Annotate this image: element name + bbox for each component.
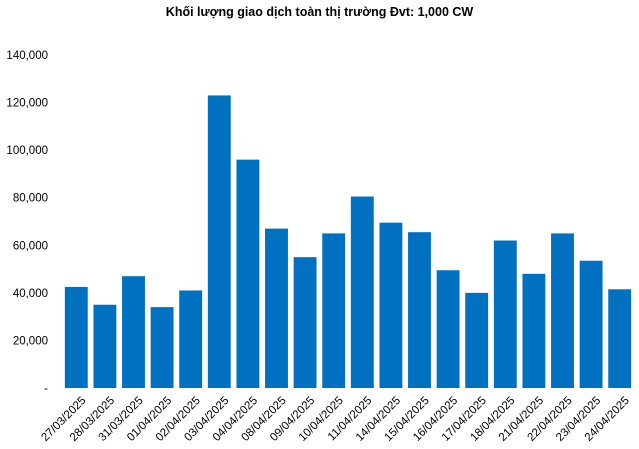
bar (122, 276, 145, 388)
bar (350, 196, 374, 388)
y-tick-label: - (44, 383, 48, 395)
bar (579, 260, 603, 388)
bar (293, 257, 317, 388)
bar (150, 307, 174, 388)
y-axis-ticks: - 20,000 40,000 60,000 80,000 100,000 120,000 1… (6, 50, 48, 395)
bar-series (64, 95, 632, 388)
y-tick-label: 80,000 (13, 193, 48, 205)
bar (93, 304, 117, 388)
bar (465, 292, 489, 388)
bar (322, 233, 346, 388)
bar (379, 222, 403, 388)
bar (551, 233, 574, 388)
x-axis-ticks: 27/03/202528/03/202531/03/202501/04/2025… (39, 395, 632, 444)
bar (236, 159, 260, 388)
bar (265, 228, 288, 388)
y-tick-label: 120,000 (6, 98, 48, 110)
bar (179, 290, 203, 388)
y-tick-label: 140,000 (6, 50, 48, 62)
bar (408, 232, 431, 388)
bar (493, 240, 517, 388)
bar (207, 95, 231, 388)
y-tick-label: 40,000 (13, 288, 48, 300)
bar (522, 273, 546, 388)
chart-title: Khối lượng giao dịch toàn thị trường Đvt… (165, 5, 474, 19)
y-tick-label: 60,000 (13, 240, 48, 252)
y-tick-label: 20,000 (13, 335, 48, 347)
bar (64, 286, 88, 388)
y-tick-label: 100,000 (6, 145, 48, 157)
bar (436, 270, 460, 388)
bar (608, 289, 632, 388)
